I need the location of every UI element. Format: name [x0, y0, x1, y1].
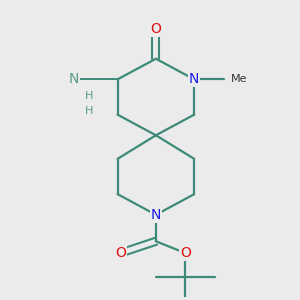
Text: N: N — [189, 72, 200, 86]
Text: N: N — [68, 72, 79, 86]
Text: O: O — [151, 22, 161, 36]
Text: N: N — [151, 208, 161, 222]
Text: H: H — [85, 91, 94, 101]
Text: Me: Me — [231, 74, 247, 84]
Text: O: O — [180, 246, 191, 260]
Text: H: H — [85, 106, 94, 116]
Text: O: O — [115, 246, 126, 260]
